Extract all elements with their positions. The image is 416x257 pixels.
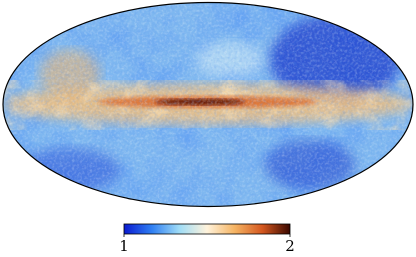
colorbar-tick-label: 2 bbox=[285, 237, 295, 255]
sky-map bbox=[3, 2, 413, 207]
colorbar-tick-label: 1 bbox=[119, 237, 129, 255]
map-outline bbox=[2, 1, 414, 208]
colorbar-scale bbox=[123, 223, 291, 235]
